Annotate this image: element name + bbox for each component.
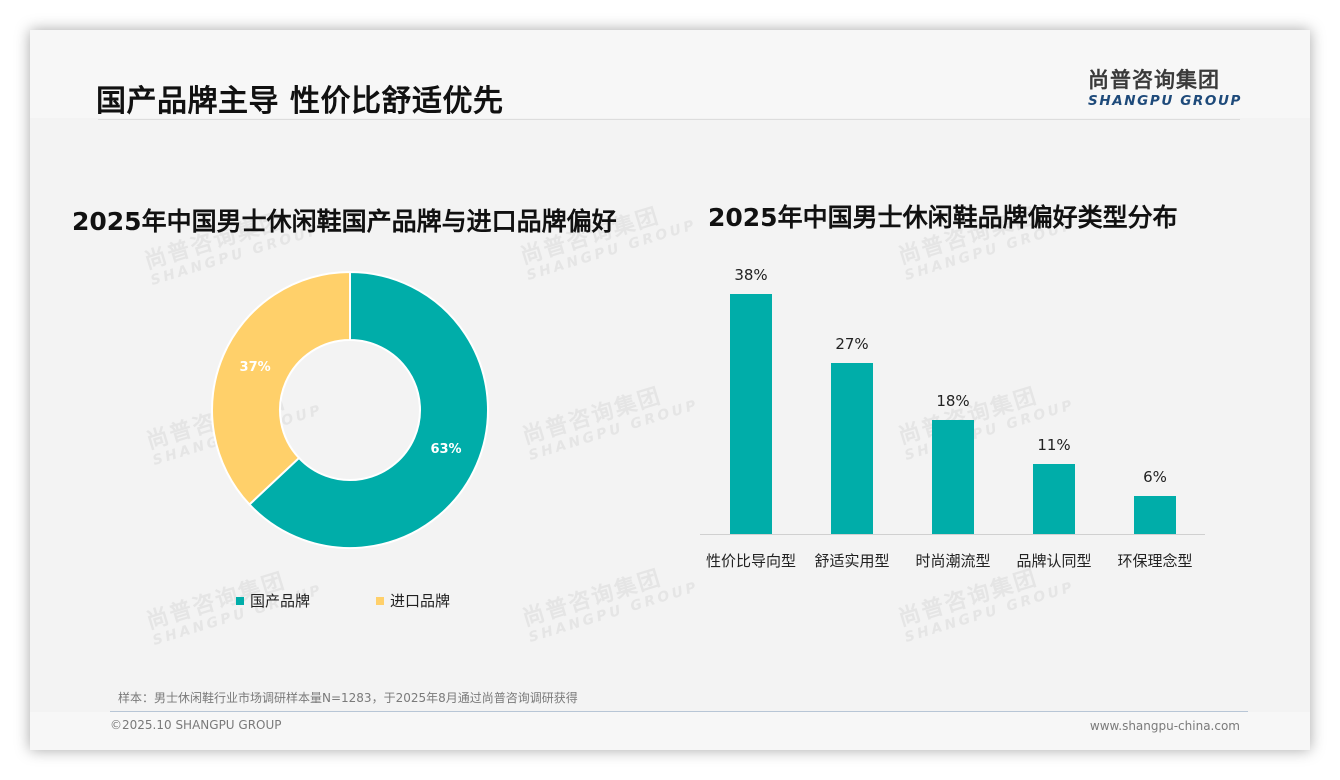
legend-label: 进口品牌 bbox=[390, 592, 451, 610]
bar-brand-identity bbox=[1033, 464, 1075, 534]
slide-footer-band bbox=[30, 712, 1310, 750]
bar-chart-title: 2025年中国男士休闲鞋品牌偏好类型分布 bbox=[708, 203, 1178, 232]
donut-chart-title: 2025年中国男士休闲鞋国产品牌与进口品牌偏好 bbox=[72, 207, 617, 236]
legend-item-imported: 进口品牌 bbox=[376, 590, 450, 611]
footer-divider bbox=[110, 711, 1248, 712]
bar-data-label: 27% bbox=[835, 335, 869, 354]
bar-chart: 38% 27% 18% 11% 6% 性价比导向型 舒适实用型 时尚潮流型 品牌… bbox=[700, 260, 1210, 600]
bar-data-label: 38% bbox=[734, 265, 768, 284]
donut-slice bbox=[247, 270, 489, 549]
sample-note: 样本：男士休闲鞋行业市场调研样本量N=1283，于2025年8月通过尚普咨询调研… bbox=[118, 691, 578, 705]
donut-legend: 国产品牌 进口品牌 bbox=[236, 590, 516, 611]
donut-chart: 63% 37% bbox=[210, 270, 490, 550]
slide-header-band bbox=[30, 30, 1310, 118]
x-axis-category-label: 环保理念型 bbox=[1117, 552, 1193, 570]
bar-data-label: 11% bbox=[1037, 436, 1071, 455]
bar-value-oriented bbox=[730, 293, 772, 534]
x-axis-category-label: 时尚潮流型 bbox=[915, 552, 991, 570]
legend-item-domestic: 国产品牌 bbox=[236, 590, 310, 611]
website-link[interactable]: www.shangpu-china.com bbox=[1089, 719, 1240, 733]
x-axis-category-label: 性价比导向型 bbox=[705, 552, 796, 570]
bar-comfort-practical bbox=[831, 363, 873, 534]
donut-chart-graphic bbox=[211, 270, 489, 549]
bar-data-label: 6% bbox=[1143, 468, 1167, 487]
logo-chinese-text: 尚普咨询集团 bbox=[1088, 68, 1220, 92]
legend-label: 国产品牌 bbox=[250, 592, 311, 610]
company-logo: 尚普咨询集团 SHANGPU GROUP bbox=[1088, 64, 1248, 109]
copyright-text: ©2025.10 SHANGPU GROUP bbox=[110, 718, 282, 732]
legend-swatch-icon bbox=[376, 596, 385, 605]
donut-slice-label-imported: 37% bbox=[239, 359, 271, 375]
logo-english-text: SHANGPU GROUP bbox=[1088, 93, 1243, 109]
legend-swatch-icon bbox=[236, 596, 244, 605]
donut-slice bbox=[211, 270, 351, 506]
x-axis-category-label: 品牌认同型 bbox=[1016, 552, 1092, 570]
bar-eco-concept bbox=[1134, 496, 1176, 534]
x-axis-category-label: 舒适实用型 bbox=[814, 552, 890, 570]
bar-data-label: 18% bbox=[936, 392, 970, 411]
title-divider bbox=[98, 119, 1240, 120]
donut-slice-label-domestic: 63% bbox=[430, 442, 462, 458]
slide: 尚普咨询集团 SHANGPU GROUP 尚普咨询集团 SHANGPU GROUP … bbox=[30, 30, 1310, 750]
x-axis-line bbox=[700, 534, 1205, 535]
page-title: 国产品牌主导 性价比舒适优先 bbox=[96, 84, 504, 119]
bar-fashion-trend bbox=[932, 420, 974, 534]
